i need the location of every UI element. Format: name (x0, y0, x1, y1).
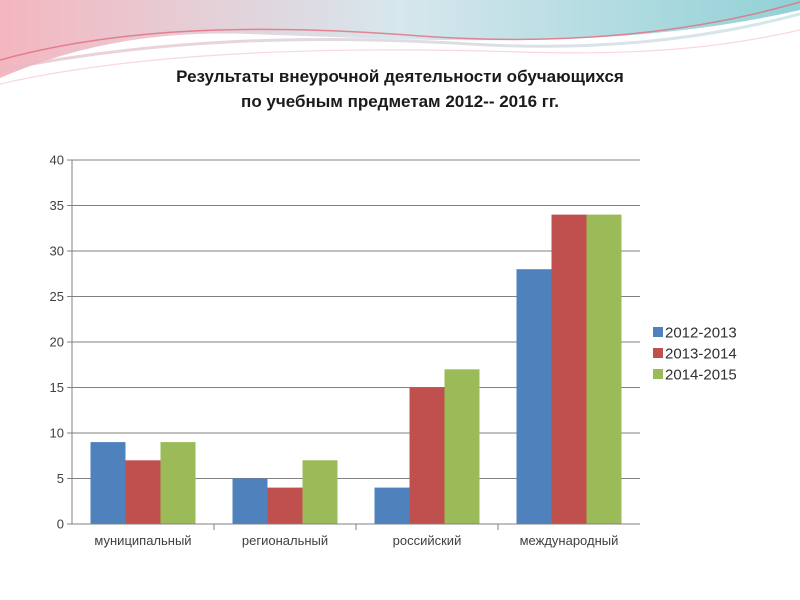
legend-swatch (653, 327, 663, 337)
chart-title: Результаты внеурочной деятельности обуча… (40, 64, 760, 114)
chart-title-line-2: по учебным предметам 2012-- 2016 гг. (241, 92, 559, 111)
legend-label: 2013-2014 (665, 346, 737, 363)
bar-муниципальный-2012-2013 (90, 442, 126, 524)
y-tick-label: 30 (50, 244, 64, 259)
bar-международный-2012-2013 (516, 269, 552, 524)
y-tick-label: 15 (50, 380, 64, 395)
legend-swatch (653, 348, 663, 358)
bar-региональный-2014-2015 (302, 460, 338, 524)
bars (90, 214, 622, 524)
x-axis-ticks: муниципальный региональный российский между… (94, 524, 618, 548)
x-tick-label: муниципальный (94, 533, 191, 548)
bar-муниципальный-2013-2014 (125, 460, 161, 524)
bar-региональный-2013-2014 (267, 487, 303, 524)
bar-российский-2013-2014 (409, 387, 445, 524)
y-tick-label: 5 (57, 471, 64, 486)
y-tick-label: 10 (50, 426, 64, 441)
chart-title-line-1: Результаты внеурочной деятельности обуча… (176, 67, 624, 86)
x-tick-label: российский (393, 533, 462, 548)
x-tick-label: международный (520, 533, 619, 548)
bar-российский-2014-2015 (444, 369, 480, 524)
bar-муниципальный-2014-2015 (160, 442, 196, 524)
y-tick-label: 0 (57, 517, 64, 532)
header-wave-decoration (0, 0, 800, 85)
x-tick-label: региональный (242, 533, 328, 548)
bar-международный-2014-2015 (586, 214, 622, 524)
legend-label: 2014-2015 (665, 367, 737, 384)
legend-swatch (653, 369, 663, 379)
y-axis-ticks: 0 5 10 15 20 25 30 35 40 (50, 153, 72, 532)
y-tick-label: 20 (50, 335, 64, 350)
y-tick-label: 25 (50, 289, 64, 304)
bar-международный-2013-2014 (551, 214, 587, 524)
y-tick-label: 40 (50, 153, 64, 168)
bar-региональный-2012-2013 (232, 478, 268, 524)
legend-label: 2012-2013 (665, 325, 737, 342)
bar-российский-2012-2013 (374, 487, 410, 524)
y-tick-label: 35 (50, 198, 64, 213)
legend: 2012-2013 2013-2014 2014-2015 (653, 325, 737, 384)
